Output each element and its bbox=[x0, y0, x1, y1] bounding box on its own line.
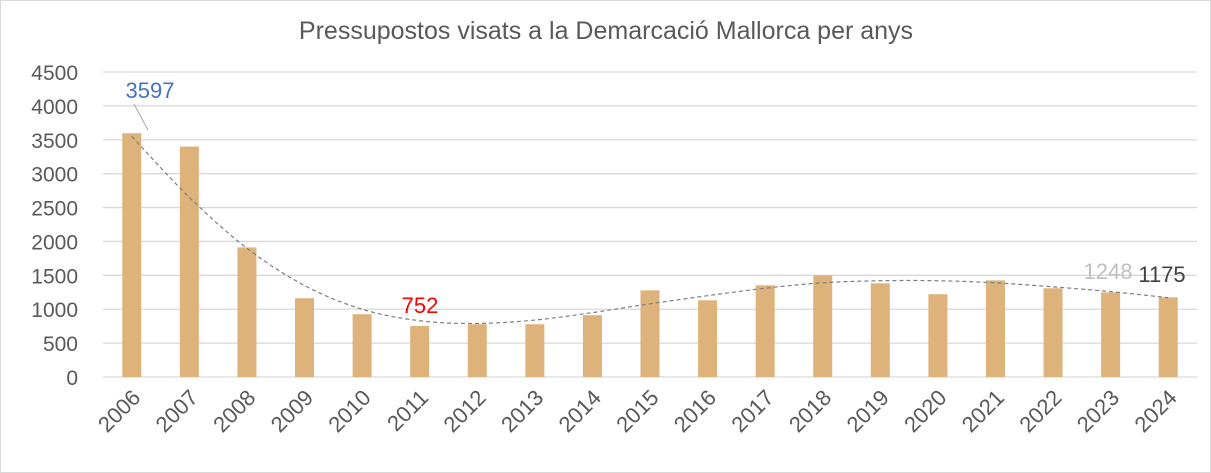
bar-2013 bbox=[525, 324, 545, 377]
bar-2019 bbox=[870, 283, 890, 377]
bar-2014 bbox=[582, 315, 602, 377]
bar-2015 bbox=[640, 290, 660, 377]
x-tick-label: 2012 bbox=[439, 385, 491, 437]
y-tick-label: 3000 bbox=[31, 164, 78, 187]
x-tick-label: 2011 bbox=[382, 385, 433, 436]
bar-2016 bbox=[698, 300, 718, 377]
bar-2011 bbox=[410, 326, 430, 377]
bar-2022 bbox=[1043, 288, 1063, 377]
bar-2018 bbox=[813, 275, 833, 377]
y-tick-label: 4000 bbox=[31, 96, 78, 119]
bar-2012 bbox=[467, 324, 487, 377]
x-tick-label: 2021 bbox=[957, 385, 1009, 437]
x-tick-label: 2014 bbox=[554, 385, 606, 437]
bar-2009 bbox=[295, 298, 315, 377]
bar-2017 bbox=[755, 285, 775, 377]
bar-2021 bbox=[985, 280, 1005, 377]
y-tick-label: 1500 bbox=[31, 265, 78, 288]
bar-2024 bbox=[1158, 297, 1178, 377]
x-tick-label: 2013 bbox=[496, 385, 548, 437]
data-label-2006: 3597 bbox=[126, 78, 175, 103]
x-tick-label: 2022 bbox=[1014, 385, 1066, 437]
x-tick-label: 2016 bbox=[669, 385, 721, 437]
x-tick-label: 2015 bbox=[611, 385, 663, 437]
y-tick-label: 3500 bbox=[31, 130, 78, 153]
bar-2010 bbox=[352, 314, 372, 377]
bar-2020 bbox=[928, 294, 948, 377]
bar-2007 bbox=[179, 146, 199, 377]
x-tick-label: 2024 bbox=[1129, 385, 1181, 437]
data-label-2024: 1175 bbox=[1138, 262, 1185, 287]
y-tick-label: 0 bbox=[66, 367, 78, 390]
x-tick-label: 2020 bbox=[899, 385, 951, 437]
data-label-2023: 1248 bbox=[1084, 259, 1133, 284]
x-tick-label: 2007 bbox=[151, 385, 203, 437]
trendline bbox=[131, 135, 1169, 325]
x-tick-label: 2018 bbox=[784, 385, 836, 437]
bar-2008 bbox=[237, 247, 257, 377]
x-tick-label: 2017 bbox=[726, 385, 778, 437]
y-tick-label: 2000 bbox=[31, 231, 78, 254]
bar-2023 bbox=[1101, 292, 1121, 377]
y-tick-label: 1000 bbox=[31, 299, 78, 322]
x-tick-label: 2019 bbox=[842, 385, 894, 437]
x-tick-label: 2010 bbox=[323, 385, 375, 437]
chart-title: Pressupostos visats a la Demarcació Mall… bbox=[299, 17, 913, 45]
y-tick-label: 2500 bbox=[31, 198, 78, 221]
y-tick-label: 500 bbox=[43, 333, 78, 356]
x-tick-label: 2008 bbox=[208, 385, 260, 437]
x-tick-label: 2023 bbox=[1072, 385, 1124, 437]
y-tick-label: 4500 bbox=[31, 62, 78, 85]
bar-2006 bbox=[122, 133, 142, 377]
leader-line bbox=[133, 103, 149, 131]
data-label-2011: 752 bbox=[402, 293, 439, 318]
x-tick-label: 2009 bbox=[266, 385, 318, 437]
x-tick-label: 2006 bbox=[93, 385, 145, 437]
